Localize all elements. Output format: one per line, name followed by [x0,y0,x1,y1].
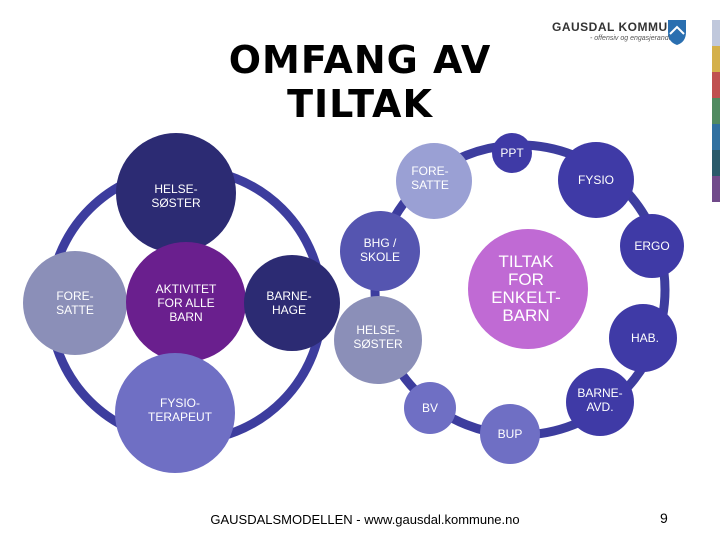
label-bup: BUP [497,427,523,441]
page-number: 9 [660,510,668,526]
label-bv: BV [421,401,439,415]
label-fysioterapeut: FYSIO- TERAPEUT [147,396,213,424]
node-foresatte-left [23,251,127,355]
node-bhg-skole [340,211,420,291]
node-helsesoster-left [116,133,236,253]
label-fysio: FYSIO [577,173,615,187]
label-barnehage: BARNE- HAGE [266,289,312,317]
label-helsesoster-right: HELSE- SØSTER [353,323,403,351]
shield-icon [668,20,686,45]
node-hab [609,304,677,372]
node-tiltak [468,229,588,349]
node-ergo [620,214,684,278]
color-stripe [712,150,720,176]
label-bhg-skole: BHG / SKOLE [359,236,401,264]
label-foresatte-right: FORE- SATTE [411,164,449,192]
node-aktivitet [126,242,246,362]
label-ergo: ERGO [634,239,670,253]
node-ppt [492,133,532,173]
label-ppt: PPT [500,146,524,160]
footer: GAUSDALSMODELLEN - www.gausdal.kommune.n… [210,512,520,527]
node-fysioterapeut [115,353,235,473]
page-title: OMFANG AV TILTAK [228,38,492,126]
node-helsesoster-right [334,296,422,384]
node-bup [480,404,540,464]
color-stripe [712,98,720,124]
label-tiltak: TILTAK FOR ENKELT- BARN [491,252,561,325]
logo-name: GAUSDAL KOMMUNE [552,20,686,34]
label-hab: HAB. [630,331,660,345]
label-barneavd: BARNE- AVD. [577,386,623,414]
node-barnehage [244,255,340,351]
color-stripe [712,176,720,202]
color-stripe [712,124,720,150]
label-aktivitet: AKTIVITET FOR ALLE BARN [155,282,217,324]
label-helsesoster-left: HELSE- SØSTER [151,182,201,210]
color-stripe [712,20,720,46]
node-foresatte-right [396,143,472,219]
node-bv [404,382,456,434]
label-foresatte-left: FORE- SATTE [56,289,94,317]
logo-tagline: - offensiv og engasjerande - [590,35,677,42]
node-fysio [558,142,634,218]
color-stripe [712,72,720,98]
color-stripe [712,46,720,72]
color-stripes [712,20,720,202]
node-barneavd [566,368,634,436]
